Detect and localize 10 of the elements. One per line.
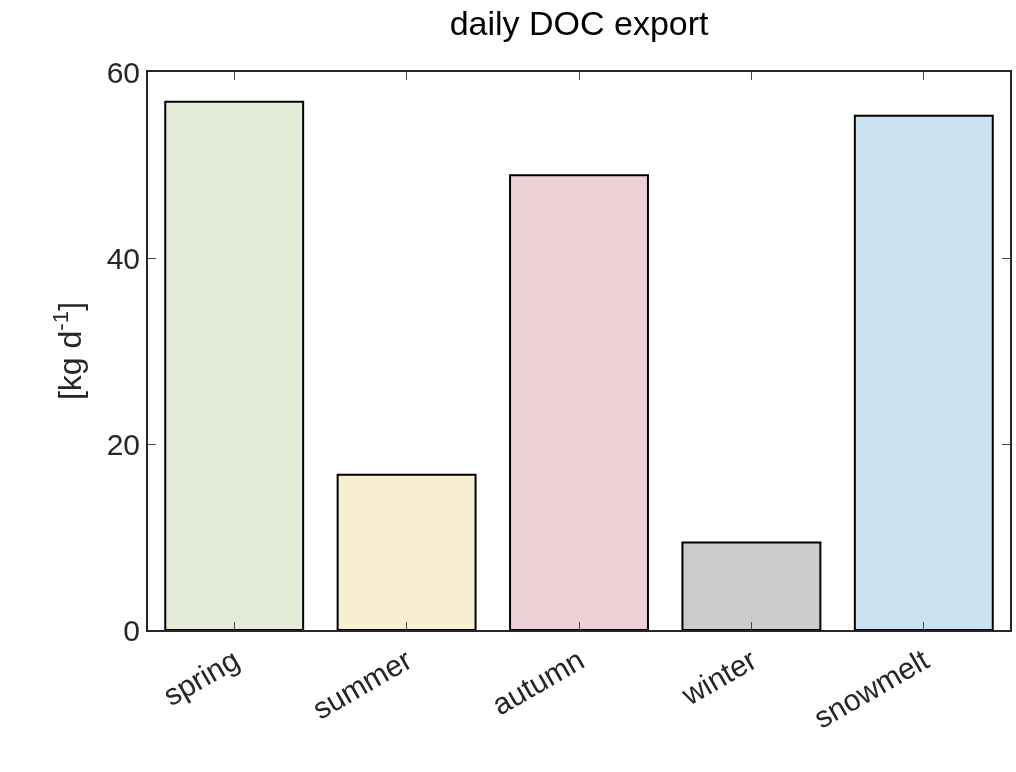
bar bbox=[336, 473, 477, 630]
y-tick-label: 20 bbox=[106, 427, 140, 461]
y-tick-label: 40 bbox=[106, 241, 140, 275]
chart-title: daily DOC export bbox=[449, 4, 710, 43]
bar bbox=[509, 174, 649, 630]
y-tick-label: 0 bbox=[123, 613, 140, 647]
y-tick-label: 60 bbox=[106, 55, 140, 89]
bar bbox=[164, 100, 305, 630]
bar bbox=[681, 541, 822, 630]
bar bbox=[853, 114, 994, 630]
